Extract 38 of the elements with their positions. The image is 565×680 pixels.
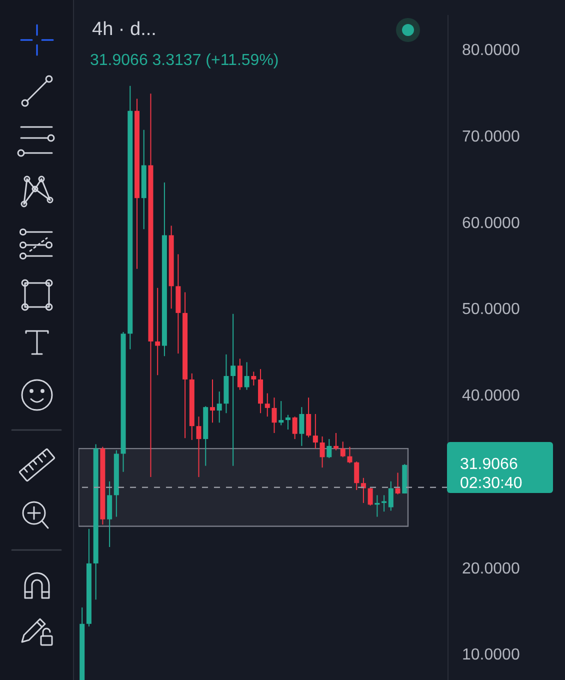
candlestick (360, 477, 366, 504)
candlestick (196, 416, 202, 478)
candlestick (354, 461, 360, 490)
chart-title: 4h · d... (92, 19, 156, 41)
candlestick (264, 392, 270, 418)
candlestick (312, 414, 318, 450)
candlestick (306, 397, 312, 438)
candlestick (230, 313, 236, 466)
y-tick-label: 70.0000 (462, 128, 520, 146)
y-tick-label: 10.0000 (462, 646, 520, 664)
y-tick-label: 40.0000 (462, 388, 520, 405)
y-tick-label: 80.0000 (462, 42, 520, 60)
y-tick-label: 60.0000 (462, 214, 520, 232)
candlestick (340, 441, 346, 458)
candlestick (388, 480, 394, 512)
candlestick (244, 362, 250, 390)
candlestick (320, 436, 325, 468)
candlestick (299, 406, 304, 446)
candlestick (210, 378, 215, 424)
candlestick (326, 438, 332, 459)
candlestick (272, 397, 277, 434)
candlestick (237, 358, 242, 390)
candlestick (368, 486, 373, 506)
y-tick-label: 20.0000 (462, 560, 520, 578)
candlestick (285, 414, 290, 430)
candlestick (278, 400, 284, 426)
candlestick (382, 494, 387, 512)
candlestick (334, 432, 339, 451)
candlestick (155, 287, 160, 376)
text: 31.9066 (460, 454, 518, 475)
candlestick (251, 371, 256, 386)
y-tick-label: 50.0000 (462, 301, 520, 318)
candlestick (395, 472, 400, 495)
text: 31.9066 3.3137 (+11.59%) (90, 51, 279, 71)
candlestick (216, 391, 222, 424)
text: 02:30:40 (460, 474, 522, 494)
candlestick (292, 416, 298, 440)
candlestick (347, 446, 352, 464)
